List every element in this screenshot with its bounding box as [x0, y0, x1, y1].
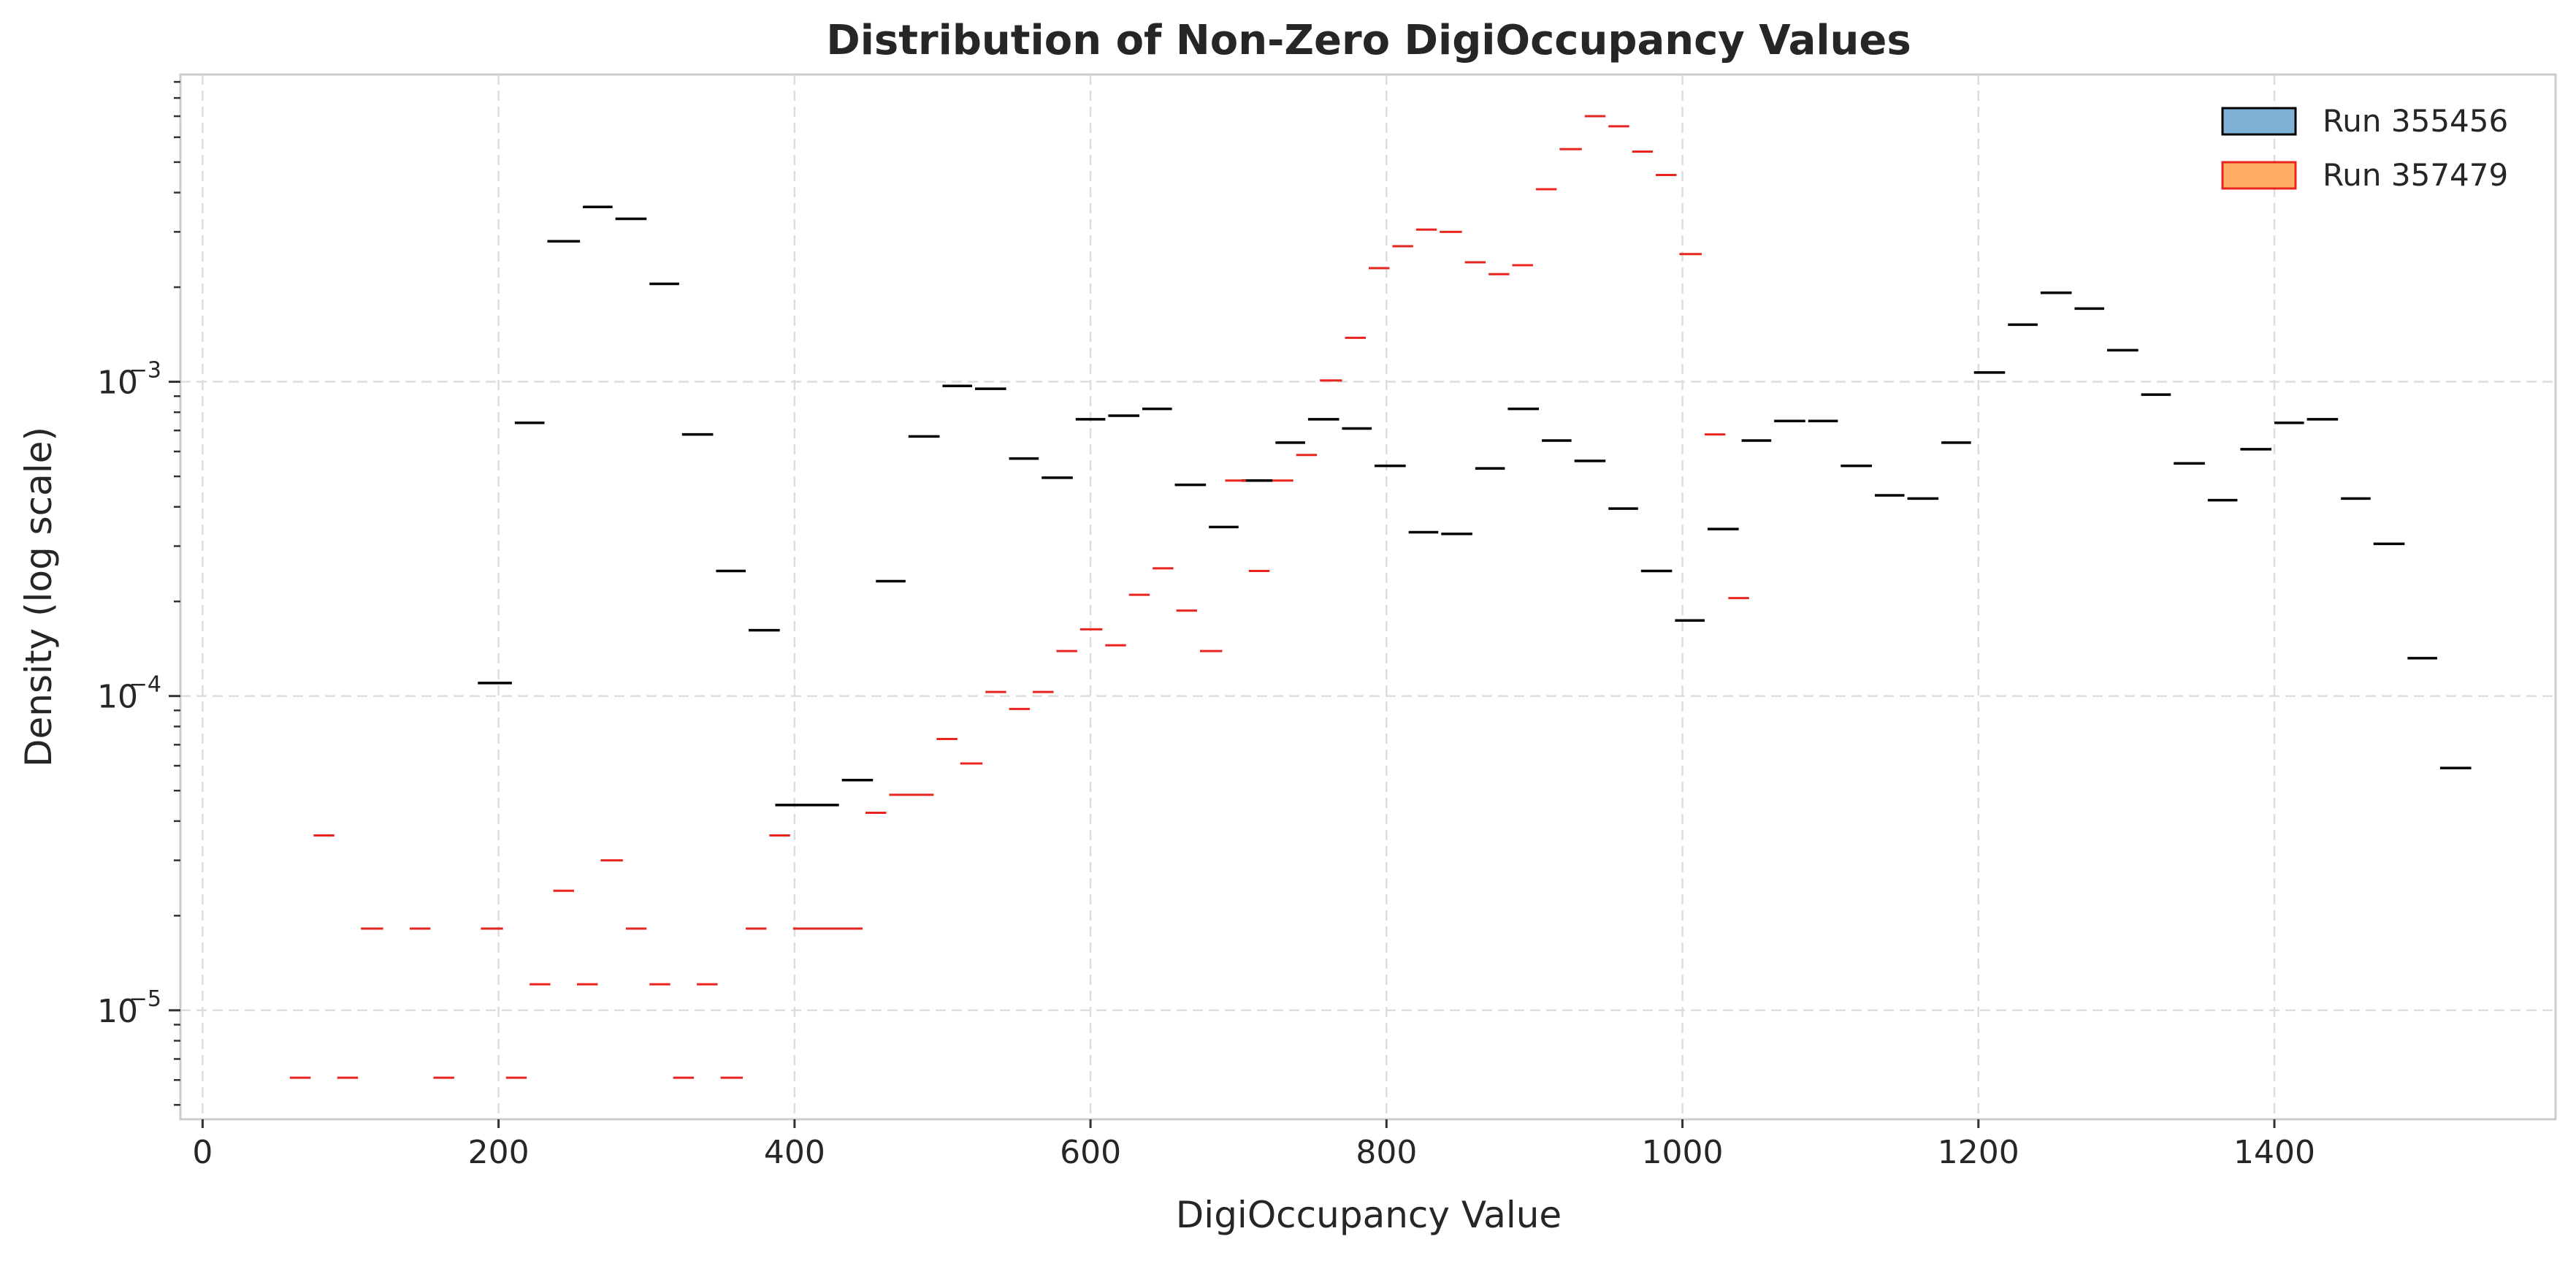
grid — [180, 75, 2556, 1119]
x-tick-label: 1400 — [2233, 1134, 2315, 1171]
x-tick-label: 800 — [1356, 1134, 1417, 1171]
y-axis-label: Density (log scale) — [18, 427, 60, 767]
y-tick-label: 10 — [97, 679, 138, 716]
x-tick-label: 200 — [468, 1134, 530, 1171]
plot-frame — [179, 73, 2557, 1121]
x-tick-label: 1000 — [1642, 1134, 1724, 1171]
y-tick-exponent: −4 — [129, 672, 161, 698]
y-tick-label: 10 — [97, 365, 138, 402]
legend-swatch — [2221, 161, 2297, 190]
x-tick-label: 600 — [1060, 1134, 1121, 1171]
histogram-steps — [289, 115, 2472, 1079]
legend: Run 355456 Run 357479 — [2221, 103, 2508, 193]
legend-swatch — [2221, 107, 2297, 136]
legend-label: Run 357479 — [2323, 157, 2508, 193]
y-tick-label: 10 — [97, 993, 138, 1030]
x-tick-label: 1200 — [1938, 1134, 2019, 1171]
x-tick-label: 400 — [764, 1134, 825, 1171]
y-tick-exponent: −5 — [129, 986, 161, 1012]
legend-label: Run 355456 — [2323, 103, 2508, 139]
x-axis-label: DigiOccupancy Value — [1176, 1194, 1562, 1236]
y-tick-exponent: −3 — [129, 358, 161, 384]
y-axis-ticks: 10−310−410−5 — [97, 80, 180, 1106]
x-tick-label: 0 — [192, 1134, 213, 1171]
chart-title: Distribution of Non-Zero DigiOccupancy V… — [826, 17, 1911, 64]
x-axis-ticks: 0 200 400 600 800 1000 1200 1400 — [192, 1119, 2315, 1171]
